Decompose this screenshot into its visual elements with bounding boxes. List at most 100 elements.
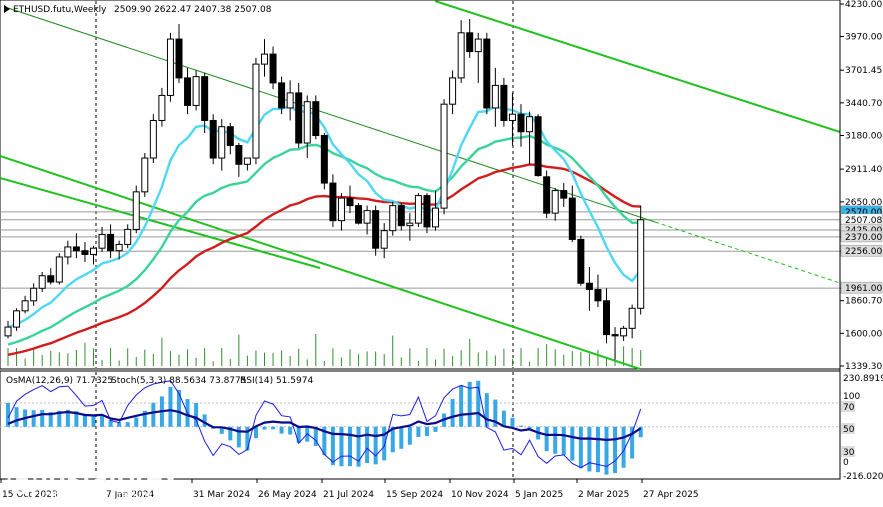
candle-body xyxy=(4,326,12,337)
osma-bar xyxy=(48,412,53,427)
price-tick-label: 4230.00 xyxy=(845,0,882,10)
stochastic-line xyxy=(7,380,642,469)
osma-bar xyxy=(561,426,566,456)
candle-body xyxy=(457,32,465,79)
price-tick-label: 2911.40 xyxy=(845,165,882,175)
symbol-menu-icon[interactable] xyxy=(4,5,10,13)
osma-bar xyxy=(390,426,395,453)
osma-bar xyxy=(416,426,421,437)
price-tick-label: 3701.45 xyxy=(845,66,882,76)
candle-body xyxy=(551,190,559,214)
price-tick-label: 1860.70 xyxy=(845,297,882,307)
candle-body xyxy=(295,92,303,144)
time-tick-label: 26 May 2024 xyxy=(258,490,317,500)
osma-bar xyxy=(31,410,36,427)
time-tick-label: 27 Apr 2025 xyxy=(643,490,699,500)
osma-bar xyxy=(236,426,241,448)
time-tick-label: 7 Jan 2024 xyxy=(106,490,154,500)
osma-bar xyxy=(484,393,489,427)
candle-body xyxy=(320,134,328,184)
candle-body xyxy=(141,157,149,193)
oscillators xyxy=(0,380,840,475)
osma-bar xyxy=(151,402,156,427)
candle-body xyxy=(637,219,645,309)
osma-bar xyxy=(621,426,626,468)
osma-bar xyxy=(450,399,455,427)
price-highlight-box xyxy=(840,281,883,294)
candle-body xyxy=(526,116,534,133)
price-highlight-label: 2570.00 xyxy=(845,208,882,218)
candle-body xyxy=(397,205,405,227)
osma-bar xyxy=(40,409,45,427)
price-tick-label: 2650.00 xyxy=(845,198,882,208)
osma-bar xyxy=(348,426,352,467)
osma-bar xyxy=(271,426,276,430)
osma-bar xyxy=(330,426,335,466)
upper-channel-line xyxy=(434,0,841,133)
osma-bar xyxy=(168,386,173,427)
candle-body xyxy=(491,84,499,109)
candle-body xyxy=(363,210,371,224)
osma-label: OsMA(12,26,9) 71.7325 xyxy=(6,376,113,386)
candle-body xyxy=(432,207,439,228)
osma-bar xyxy=(604,426,609,475)
osma-bar xyxy=(219,426,224,434)
candle-body xyxy=(603,300,610,336)
candle-body xyxy=(278,82,286,109)
candle-body xyxy=(372,210,380,249)
osma-bar xyxy=(6,403,10,427)
osma-bar xyxy=(501,410,506,427)
price-highlight-box xyxy=(840,244,883,257)
candle-body xyxy=(543,176,551,214)
candle-body xyxy=(158,94,166,121)
osma-bar xyxy=(177,389,181,427)
vertical-grid xyxy=(95,1,514,478)
rsi-label: RSI(14) 51.5974 xyxy=(240,376,313,386)
osma-bar xyxy=(279,426,284,434)
osc-level-box xyxy=(841,401,855,412)
osc-tick-label: 100 xyxy=(843,392,860,402)
osma-bar xyxy=(373,426,378,465)
time-tick-label: 15 Oct 2023 xyxy=(2,490,58,500)
candle-body xyxy=(226,126,234,147)
watermark-logo: instaforex xyxy=(40,462,179,495)
osma-bar xyxy=(228,426,233,441)
candle-body xyxy=(243,157,251,165)
candle-body xyxy=(380,230,388,249)
candle-body xyxy=(261,53,268,65)
candle-body xyxy=(90,247,97,255)
candle-body xyxy=(568,197,576,240)
rsi-line xyxy=(7,409,642,442)
osc-level-box xyxy=(841,446,855,457)
candle-body xyxy=(149,119,157,159)
candle-body xyxy=(577,238,585,284)
candle-body xyxy=(209,119,217,159)
candle-body xyxy=(21,300,29,312)
ohlc-label: 2509.90 2622.47 2407.38 2507.08 xyxy=(114,5,272,15)
price-tick-label: 3180.00 xyxy=(845,131,882,141)
osma-bar xyxy=(100,416,105,427)
osma-bar xyxy=(630,426,635,459)
candle-body xyxy=(38,275,46,289)
candle-body xyxy=(483,38,491,109)
volume-bars xyxy=(7,334,642,366)
candle-body xyxy=(175,38,183,79)
osma-bar xyxy=(382,426,387,461)
osma-bar xyxy=(510,417,515,427)
osc-tick-label: 0 xyxy=(843,458,849,468)
price-axis: 4230.00 3970.00 3701.45 3440.70 3180.00 2911.… xyxy=(839,0,883,479)
time-tick-label: 21 Jul 2024 xyxy=(323,490,374,500)
candle-body xyxy=(423,195,431,228)
candle-body xyxy=(414,195,422,224)
candle-body xyxy=(184,77,192,106)
candle-body xyxy=(337,197,345,222)
osma-bar xyxy=(595,426,600,473)
osma-bar xyxy=(399,426,404,449)
osma-bar xyxy=(125,422,130,427)
candle-body xyxy=(611,334,619,337)
candle-body xyxy=(628,307,636,329)
candle-body xyxy=(534,116,542,177)
osma-bar xyxy=(194,403,199,427)
